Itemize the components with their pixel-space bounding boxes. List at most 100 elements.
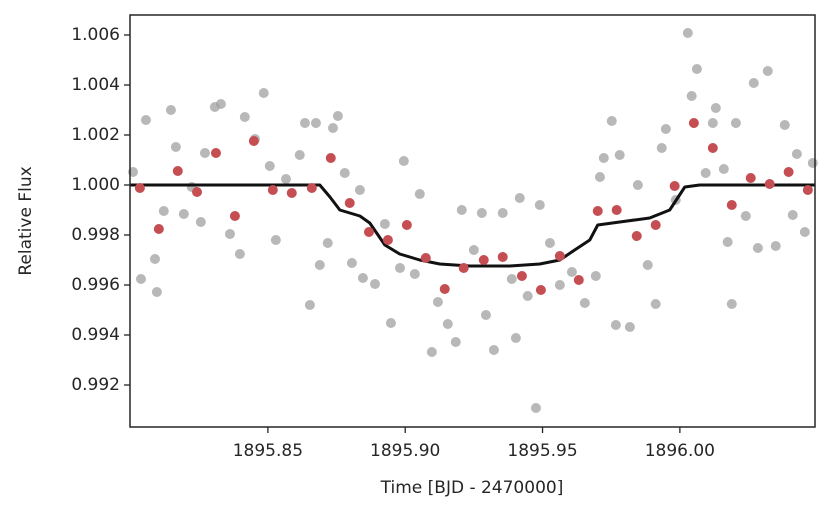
- point: [401, 220, 412, 230]
- point: [314, 260, 325, 270]
- x-tick-label: 1895.85: [233, 441, 303, 461]
- point: [363, 227, 374, 237]
- point: [286, 188, 297, 198]
- point: [158, 206, 169, 216]
- point: [516, 271, 527, 281]
- point: [770, 241, 781, 251]
- point: [764, 179, 775, 189]
- point: [650, 299, 661, 309]
- point: [610, 320, 621, 330]
- point: [267, 185, 278, 195]
- point: [573, 275, 584, 285]
- point: [779, 120, 790, 130]
- point: [306, 183, 317, 193]
- point: [172, 166, 183, 176]
- point: [722, 237, 733, 247]
- y-tick-label: 0.992: [71, 375, 120, 395]
- point: [398, 156, 409, 166]
- point: [642, 260, 653, 270]
- point: [566, 267, 577, 277]
- point: [534, 200, 545, 210]
- point: [514, 193, 525, 203]
- model-line: [130, 183, 815, 268]
- point: [426, 347, 437, 357]
- point: [432, 297, 443, 307]
- point: [660, 124, 671, 134]
- point: [135, 274, 146, 284]
- point: [264, 161, 275, 171]
- point: [234, 249, 245, 259]
- point: [476, 208, 487, 218]
- point: [730, 118, 741, 128]
- point: [450, 337, 461, 347]
- y-axis-label: Relative Flux: [16, 166, 36, 275]
- point: [718, 164, 729, 174]
- point: [614, 150, 625, 160]
- point: [327, 123, 338, 133]
- point: [165, 105, 176, 115]
- point: [631, 231, 642, 241]
- point: [752, 243, 763, 253]
- point: [458, 263, 469, 273]
- point: [497, 208, 508, 218]
- point: [140, 115, 151, 125]
- point: [192, 187, 203, 197]
- point: [178, 209, 189, 219]
- point: [224, 229, 235, 239]
- point: [606, 116, 617, 126]
- point: [740, 211, 751, 221]
- point: [332, 111, 343, 121]
- point: [379, 219, 390, 229]
- point: [409, 269, 420, 279]
- point: [304, 300, 315, 310]
- point: [456, 205, 467, 215]
- point: [248, 136, 259, 146]
- point: [385, 318, 396, 328]
- point: [594, 172, 605, 182]
- point: [544, 238, 555, 248]
- point: [650, 220, 661, 230]
- point: [656, 143, 667, 153]
- point: [357, 273, 368, 283]
- point: [535, 285, 546, 295]
- point: [270, 235, 281, 245]
- point: [170, 142, 181, 152]
- point: [468, 245, 479, 255]
- point: [748, 78, 759, 88]
- point: [325, 153, 336, 163]
- point: [632, 180, 643, 190]
- point: [394, 263, 405, 273]
- point: [691, 64, 702, 74]
- point: [354, 185, 365, 195]
- point: [530, 403, 541, 413]
- point: [414, 189, 425, 199]
- point: [134, 183, 145, 193]
- point: [199, 148, 210, 158]
- point: [195, 217, 206, 227]
- point: [624, 322, 635, 332]
- point: [707, 143, 718, 153]
- point: [382, 235, 393, 245]
- point: [726, 200, 737, 210]
- point: [215, 99, 226, 109]
- point: [787, 210, 798, 220]
- point: [229, 211, 240, 221]
- y-tick-label: 0.996: [71, 275, 120, 295]
- y-tick-label: 1.002: [71, 125, 120, 145]
- point: [339, 168, 350, 178]
- point: [579, 298, 590, 308]
- point: [153, 224, 164, 234]
- point: [442, 319, 453, 329]
- point: [151, 287, 162, 297]
- point: [478, 255, 489, 265]
- point: [510, 333, 521, 343]
- plot-frame: [129, 14, 816, 428]
- point: [554, 251, 565, 261]
- point: [239, 112, 250, 122]
- y-tick-label: 1.006: [71, 25, 120, 45]
- point: [783, 167, 794, 177]
- point: [506, 274, 517, 284]
- point: [258, 88, 269, 98]
- point: [322, 238, 333, 248]
